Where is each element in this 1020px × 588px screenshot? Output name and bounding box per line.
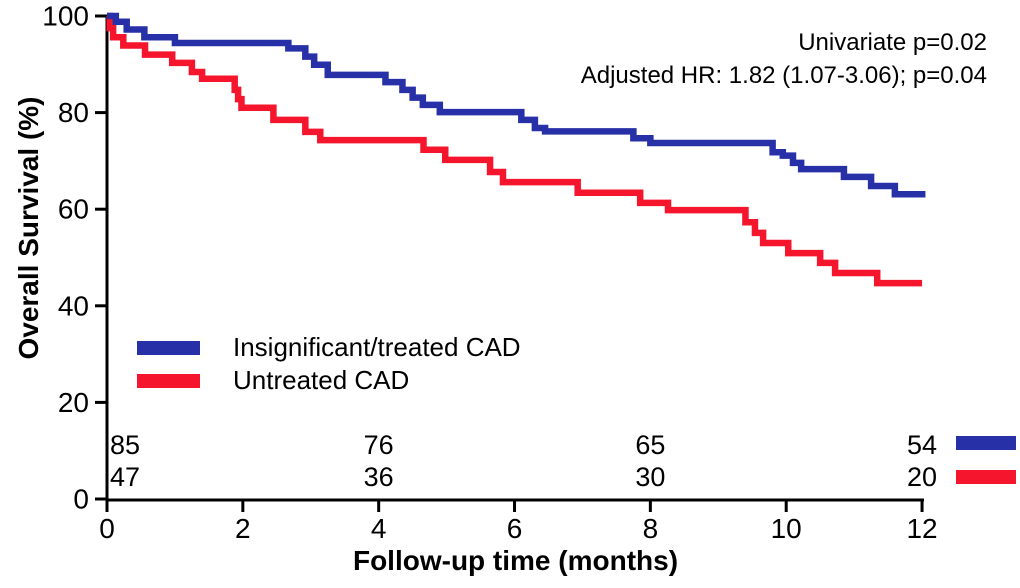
- x-tick-label: 4: [371, 513, 387, 544]
- x-tick-label: 12: [906, 513, 937, 544]
- x-tick-label: 10: [771, 513, 802, 544]
- annotation-adjusted-hr: Adjusted HR: 1.82 (1.07-3.06); p=0.04: [580, 62, 987, 89]
- y-tick-label: 20: [58, 387, 89, 418]
- at-risk-count: 47: [110, 462, 140, 492]
- legend-swatch-treated-cad: [137, 340, 200, 355]
- at-risk-row-swatch-treated-cad: [956, 436, 1016, 450]
- y-tick-label: 100: [42, 1, 89, 32]
- legend-label-untreated-cad: Untreated CAD: [233, 365, 410, 395]
- y-tick-label: 80: [58, 97, 89, 128]
- stats-annotation: Univariate p=0.02 Adjusted HR: 1.82 (1.0…: [581, 26, 987, 92]
- at-risk-count: 30: [635, 462, 665, 492]
- at-risk-count: 20: [907, 462, 937, 492]
- annotation-univariate-p: Univariate p=0.02: [798, 29, 987, 56]
- at-risk-count: 85: [110, 430, 140, 460]
- legend-swatch-untreated-cad: [137, 373, 200, 388]
- at-risk-count: 36: [364, 462, 394, 492]
- at-risk-count: 65: [635, 430, 665, 460]
- at-risk-count: 54: [907, 430, 937, 460]
- legend-item-treated: Insignificant/treated CAD: [137, 331, 521, 364]
- x-axis-ticks: 0 2 4 6 8 10 12: [99, 500, 938, 544]
- survival-curves: [106, 12, 926, 287]
- x-tick-label: 2: [235, 513, 251, 544]
- at-risk-count: 76: [364, 430, 394, 460]
- curve-untreated-cad: [106, 12, 923, 287]
- legend-label-treated-cad: Insignificant/treated CAD: [233, 332, 521, 362]
- y-tick-label: 60: [58, 194, 89, 225]
- x-axis-title: Follow-up time (months): [352, 545, 679, 576]
- y-axis-title: Overall Survival (%): [13, 96, 44, 360]
- x-tick-label: 0: [99, 513, 115, 544]
- at-risk-row-swatch-untreated-cad: [956, 470, 1016, 484]
- y-axis-ticks: 0 20 40 60 80 100: [42, 1, 107, 515]
- y-tick-label: 40: [58, 290, 89, 321]
- legend-item-untreated: Untreated CAD: [137, 364, 521, 397]
- x-tick-label: 6: [507, 513, 523, 544]
- y-tick-label: 0: [73, 484, 89, 515]
- legend: Insignificant/treated CAD Untreated CAD: [137, 331, 521, 397]
- numbers-at-risk-table: 85 76 65 54 47 36 30 20: [110, 430, 937, 492]
- curve-insignificant-treated-cad: [107, 12, 926, 198]
- x-tick-label: 8: [643, 513, 659, 544]
